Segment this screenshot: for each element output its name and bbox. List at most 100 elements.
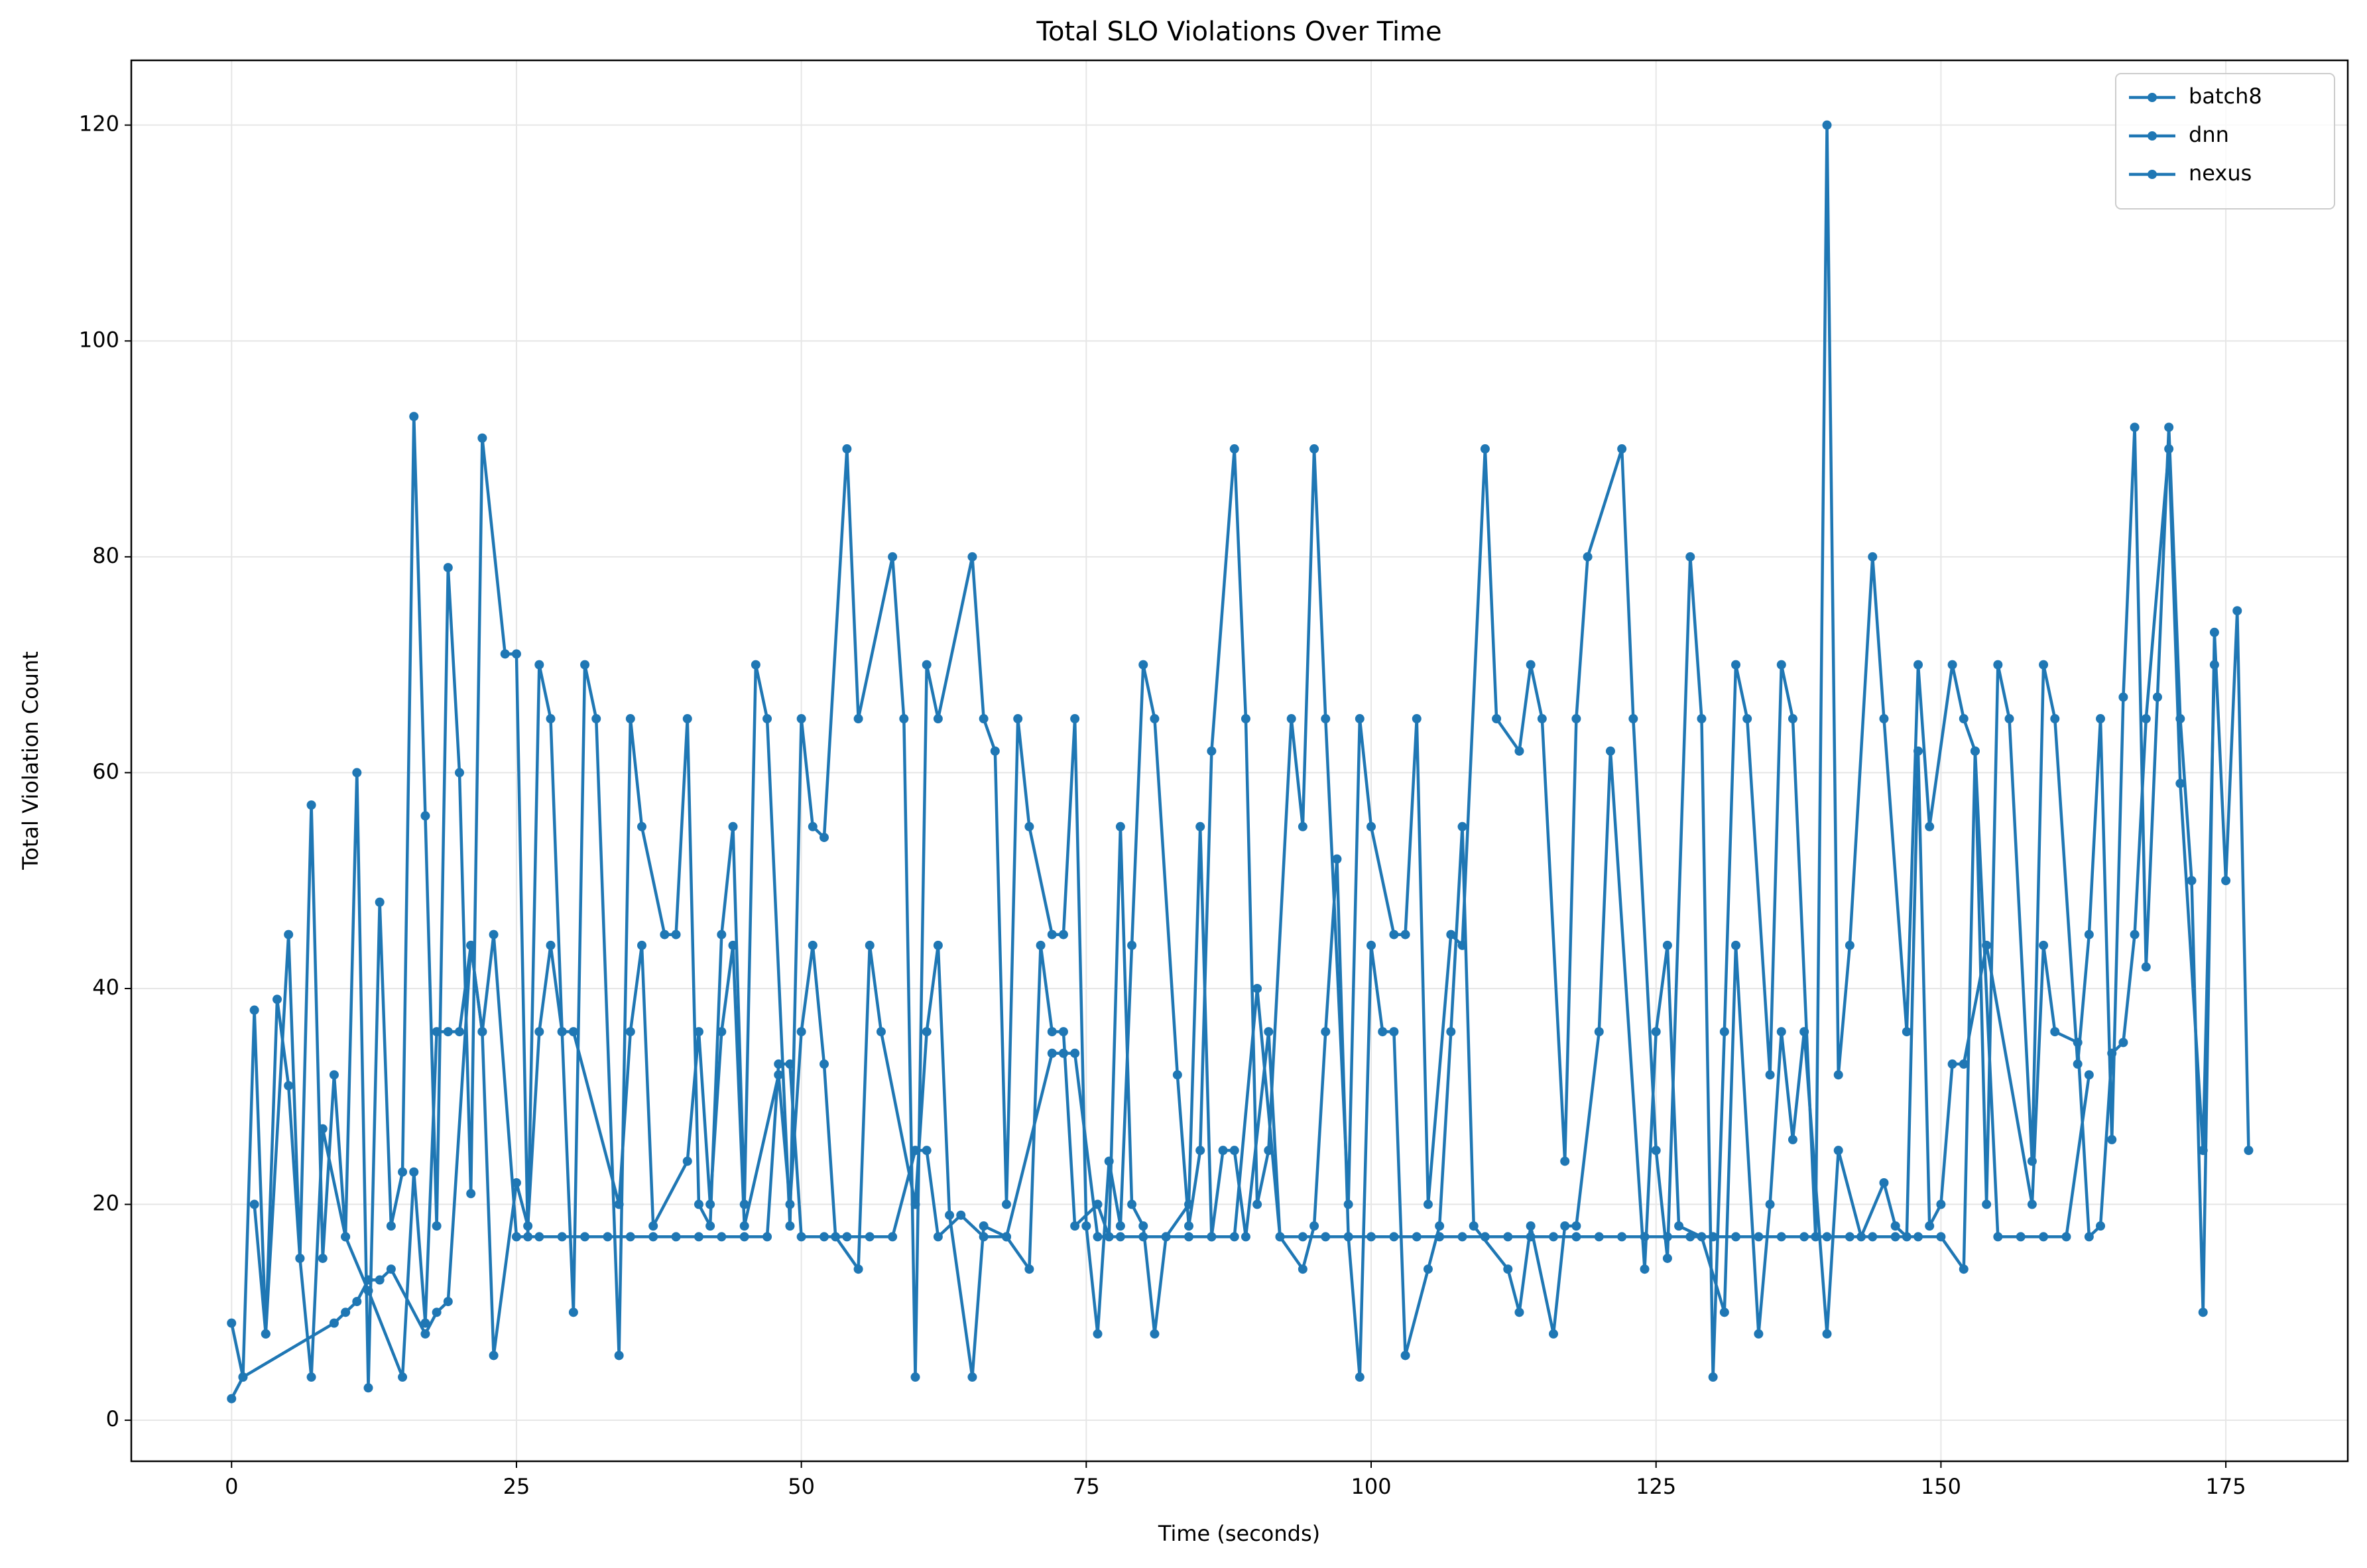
point [2039,940,2049,950]
point [1252,1199,1262,1209]
point [785,1059,795,1069]
point [2084,1232,2094,1242]
point [614,1351,624,1360]
point [1549,1329,1559,1339]
y-tick-label: 100 [79,327,119,352]
point [2209,660,2219,670]
point [1400,1351,1410,1360]
point [1332,854,1342,864]
point [1127,940,1137,950]
point [694,1199,703,1209]
point [1400,930,1410,939]
point [1321,1027,1331,1037]
point [1697,714,1707,724]
point [534,1232,544,1242]
point [1959,1264,1969,1274]
point [1845,1232,1854,1242]
point [511,1178,521,1188]
point [2187,876,2197,886]
point [739,1221,749,1231]
point [1241,714,1250,724]
point [1651,1146,1661,1156]
point [1127,1199,1137,1209]
point [1207,746,1217,756]
point [967,552,977,562]
point [2004,714,2014,724]
legend-label: nexus [2189,160,2252,186]
point [1058,930,1068,939]
point [728,821,738,831]
point [648,1221,658,1231]
point [1571,1221,1581,1231]
point [1719,1027,1729,1037]
y-tick-label: 0 [106,1406,119,1431]
point [2118,692,2128,702]
point [1708,1372,1718,1382]
point [933,940,943,950]
point [432,1027,442,1037]
point [888,552,898,562]
legend-marker [2148,170,2157,179]
point [1389,1027,1399,1037]
point [284,930,294,939]
point [1731,940,1741,950]
point [546,714,556,724]
point [1742,714,1752,724]
legend-marker [2148,131,2157,141]
point [1024,1264,1034,1274]
point [2118,1038,2128,1048]
point [534,1027,544,1037]
point [1229,444,1239,454]
point [933,714,943,724]
point [1321,1232,1331,1242]
point [352,1297,362,1307]
point [625,1232,635,1242]
point [238,1372,248,1382]
point [329,1318,339,1328]
point [1697,1232,1707,1242]
point [1036,940,1046,950]
point [1138,1221,1148,1231]
point [1161,1232,1171,1242]
point [398,1167,408,1177]
point [1765,1199,1775,1209]
point [591,714,601,724]
point [1195,1146,1205,1156]
point [1708,1232,1718,1242]
point [1013,714,1023,724]
point [227,1394,237,1404]
point [1298,1232,1307,1242]
point [1207,1232,1217,1242]
point [1662,940,1672,950]
point [694,1232,703,1242]
point [306,1372,316,1382]
point [1560,1221,1570,1231]
point [648,1232,658,1242]
point [363,1286,373,1296]
point [1879,714,1889,724]
point [1446,1027,1456,1037]
point [1640,1264,1650,1274]
point [227,1318,237,1328]
point [1685,552,1695,562]
point [557,1232,567,1242]
point [842,444,852,454]
point [945,1210,955,1220]
point [808,821,818,831]
point [1412,714,1422,724]
point [409,412,419,422]
point [1936,1199,1946,1209]
point [2084,1070,2094,1080]
point [1594,1232,1604,1242]
point [306,800,316,810]
point [2164,444,2174,454]
point [625,714,635,724]
point [375,1275,385,1285]
point [956,1210,966,1220]
point [1526,1221,1536,1231]
point [1617,1232,1627,1242]
point [853,714,863,724]
point [1890,1221,1900,1231]
point [705,1221,715,1231]
